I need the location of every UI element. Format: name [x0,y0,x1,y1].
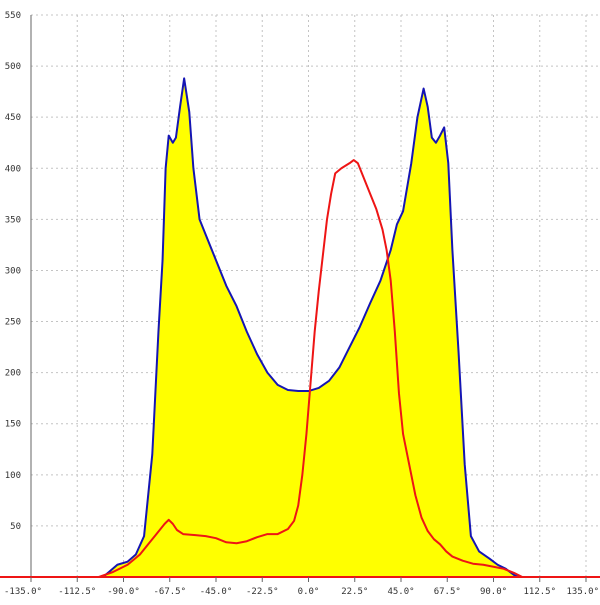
y-tick-label: 100 [5,471,21,481]
y-tick-label: 500 [5,62,21,72]
series-line [98,159,523,578]
y-tick-label: 400 [5,164,21,174]
x-tick-label: 67.5° [434,587,461,597]
x-tick-label: -135.0° [4,587,42,597]
x-tick-label: 135.0° [566,587,599,597]
y-tick-label: 150 [5,420,21,430]
line-layer [98,77,523,578]
x-tick-label: 0.0° [298,587,320,597]
x-tick-label: -112.5° [58,587,96,597]
y-tick-label: 50 [10,522,21,532]
x-tick-label: 22.5° [341,587,368,597]
x-tick-label: 112.5° [523,587,556,597]
y-tick-label: 250 [5,318,21,328]
x-tick-label: -22.5° [246,587,279,597]
axis-layer [0,15,600,582]
x-tick-label: -90.0° [107,587,140,597]
area-layer [102,78,519,577]
label-layer: 50 100 150 200 250 300 350 400 450 500 550 -135.0° -… [4,11,599,597]
x-tick-label: -67.5° [153,587,186,597]
y-tick-label: 550 [5,11,21,21]
series-area-outline [102,77,519,578]
series-area-fill [102,78,519,577]
x-tick-label: -45.0° [200,587,233,597]
x-tick-label: 45.0° [387,587,414,597]
y-tick-label: 350 [5,215,21,225]
y-tick-label: 300 [5,266,21,276]
y-tick-label: 450 [5,113,21,123]
x-tick-label: 90.0° [480,587,507,597]
y-tick-label: 200 [5,369,21,379]
